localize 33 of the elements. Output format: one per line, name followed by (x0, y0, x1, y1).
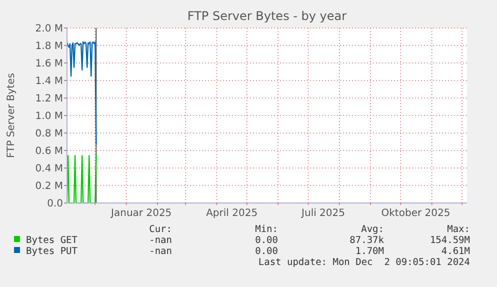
x-tick-label: Januar 2025 (110, 208, 172, 219)
text: Max: (447, 224, 470, 235)
legend-label: Bytes PUT (26, 246, 78, 257)
y-tick-label: 1.0 M (35, 111, 63, 122)
legend-label: Bytes GET (26, 235, 78, 246)
y-tick-label: 1.6 M (35, 58, 63, 70)
chart-title: FTP Server Bytes - by year (187, 9, 347, 23)
y-tick-label: 0.6 M (35, 146, 63, 157)
x-tick-label: Oktober 2025 (381, 208, 450, 219)
y-tick-label: 0.8 M (35, 128, 63, 140)
text: Cur: (149, 224, 172, 235)
text: 0.00 (255, 246, 278, 257)
text: Avg: (361, 224, 384, 235)
line-series (66, 41, 97, 145)
x-tick-label: Juli 2025 (300, 208, 346, 219)
text: -nan (149, 235, 172, 246)
text: Last update: Mon Dec 2 09:05:01 2024 (258, 257, 470, 268)
y-tick-label: 1.8 M (35, 41, 63, 52)
text: -nan (149, 246, 172, 257)
y-tick-label: 0.4 M (35, 164, 63, 174)
y-tick-label: 0.2 M (35, 181, 63, 192)
text: 87.37k (350, 235, 384, 246)
text: Min: (255, 224, 278, 235)
y-tick-label: 1.2 M (35, 94, 63, 104)
y-tick-label: 1.4 M (35, 76, 63, 87)
text: 0.00 (255, 235, 278, 246)
x-tick-label: April 2025 (206, 208, 258, 219)
text: 154.59M (430, 235, 470, 246)
y-tick-label: 0.0 (47, 198, 63, 210)
text: 1.70M (355, 246, 384, 257)
y-axis-title: FTP Server Bytes (6, 73, 17, 158)
y-tick-label: 2.0 M (35, 24, 63, 34)
text: 4.61M (441, 246, 470, 257)
